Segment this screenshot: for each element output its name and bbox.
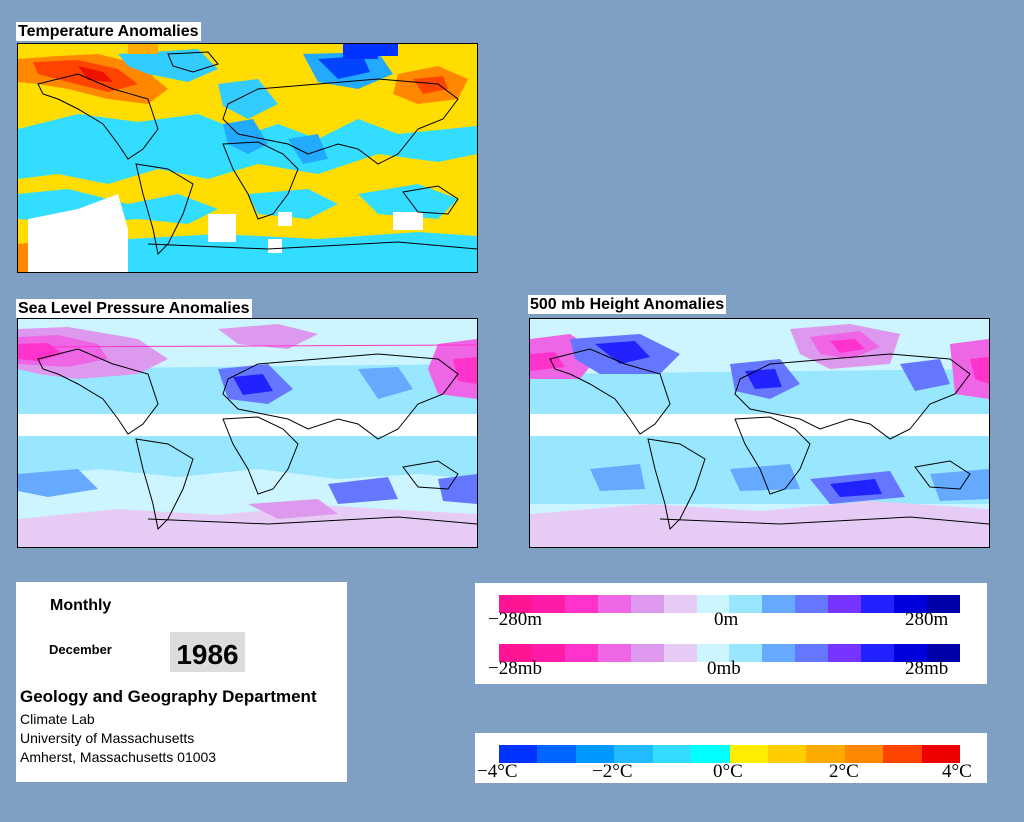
- pressure-mid-label: 0mb: [707, 658, 741, 679]
- temperature-swatch: [921, 745, 961, 763]
- temperature-swatch: [499, 745, 538, 763]
- height-max-label: 280m: [905, 609, 949, 630]
- height-swatch: [630, 595, 664, 613]
- pressure-swatch: [926, 644, 960, 662]
- period-label: Monthly: [50, 597, 112, 614]
- height-swatch: [696, 595, 730, 613]
- temperature-swatch: [806, 745, 845, 763]
- temperature-swatch: [844, 745, 884, 763]
- temp-tick-5: 4°C: [942, 761, 972, 782]
- temp-tick-3: 0°C: [713, 761, 743, 782]
- temperature-swatch: [767, 745, 807, 763]
- height-swatch: [926, 595, 960, 613]
- pressure-swatch: [531, 644, 565, 662]
- height-swatch: [663, 595, 697, 613]
- month-label: December: [49, 642, 112, 657]
- pressure-swatch: [828, 644, 862, 662]
- height-swatch: [762, 595, 796, 613]
- pressure-swatch: [795, 644, 829, 662]
- pressure-swatch: [564, 644, 598, 662]
- height500-anomaly-map: [529, 318, 990, 548]
- pressure-swatch: [762, 644, 796, 662]
- pressure-color-bar: [499, 644, 960, 662]
- pressure-swatch: [663, 644, 697, 662]
- pressure-min-label: −28mb: [488, 658, 542, 679]
- temperature-swatch: [691, 745, 730, 763]
- pressure-swatch: [894, 644, 927, 662]
- year-label: 1986: [170, 632, 245, 672]
- height-swatch: [828, 595, 862, 613]
- pressure-swatch: [499, 644, 532, 662]
- pressure-max-label: 28mb: [905, 658, 949, 679]
- height-swatch: [597, 595, 631, 613]
- pressure-swatch: [630, 644, 664, 662]
- height-min-label: −280m: [488, 609, 542, 630]
- lab-name: Climate Lab: [20, 711, 95, 727]
- height-map-title: 500 mb Height Anomalies: [528, 295, 727, 314]
- temperature-swatch: [729, 745, 768, 763]
- pressure-swatch: [696, 644, 730, 662]
- pressure-swatch: [597, 644, 631, 662]
- temperature-anomaly-map: [17, 43, 478, 273]
- department-name: Geology and Geography Department: [20, 687, 317, 706]
- slp-anomaly-map: [17, 318, 478, 548]
- height-color-bar: [499, 595, 960, 613]
- temp-tick-4: 2°C: [829, 761, 859, 782]
- height-swatch: [795, 595, 829, 613]
- temperature-swatch: [652, 745, 692, 763]
- university-name: University of Massachusetts: [20, 730, 195, 746]
- temperature-swatch: [883, 745, 922, 763]
- temperature-legend: −4°C −2°C 0°C 2°C 4°C: [475, 733, 987, 783]
- temperature-swatch: [614, 745, 653, 763]
- height-swatch: [564, 595, 598, 613]
- height-swatch: [861, 595, 895, 613]
- address: Amherst, Massachusetts 01003: [20, 749, 217, 765]
- height-mid-label: 0m: [714, 609, 739, 630]
- pressure-swatch: [861, 644, 895, 662]
- height-swatch: [531, 595, 565, 613]
- temperature-color-bar: [499, 745, 961, 763]
- temp-tick-2: −2°C: [592, 761, 633, 782]
- info-panel: Monthly December 1986 Geology and Geogra…: [16, 582, 347, 782]
- height-swatch: [499, 595, 532, 613]
- pressure-swatch: [729, 644, 763, 662]
- temperature-map-title: Temperature Anomalies: [16, 22, 201, 41]
- temperature-swatch: [537, 745, 576, 763]
- slp-map-title: Sea Level Pressure Anomalies: [16, 299, 252, 318]
- height-swatch: [729, 595, 763, 613]
- temperature-swatch: [575, 745, 615, 763]
- temp-tick-1: −4°C: [477, 761, 518, 782]
- height-swatch: [894, 595, 927, 613]
- height-pressure-legend: −280m 0m 280m −28mb 0mb 28mb: [475, 583, 987, 684]
